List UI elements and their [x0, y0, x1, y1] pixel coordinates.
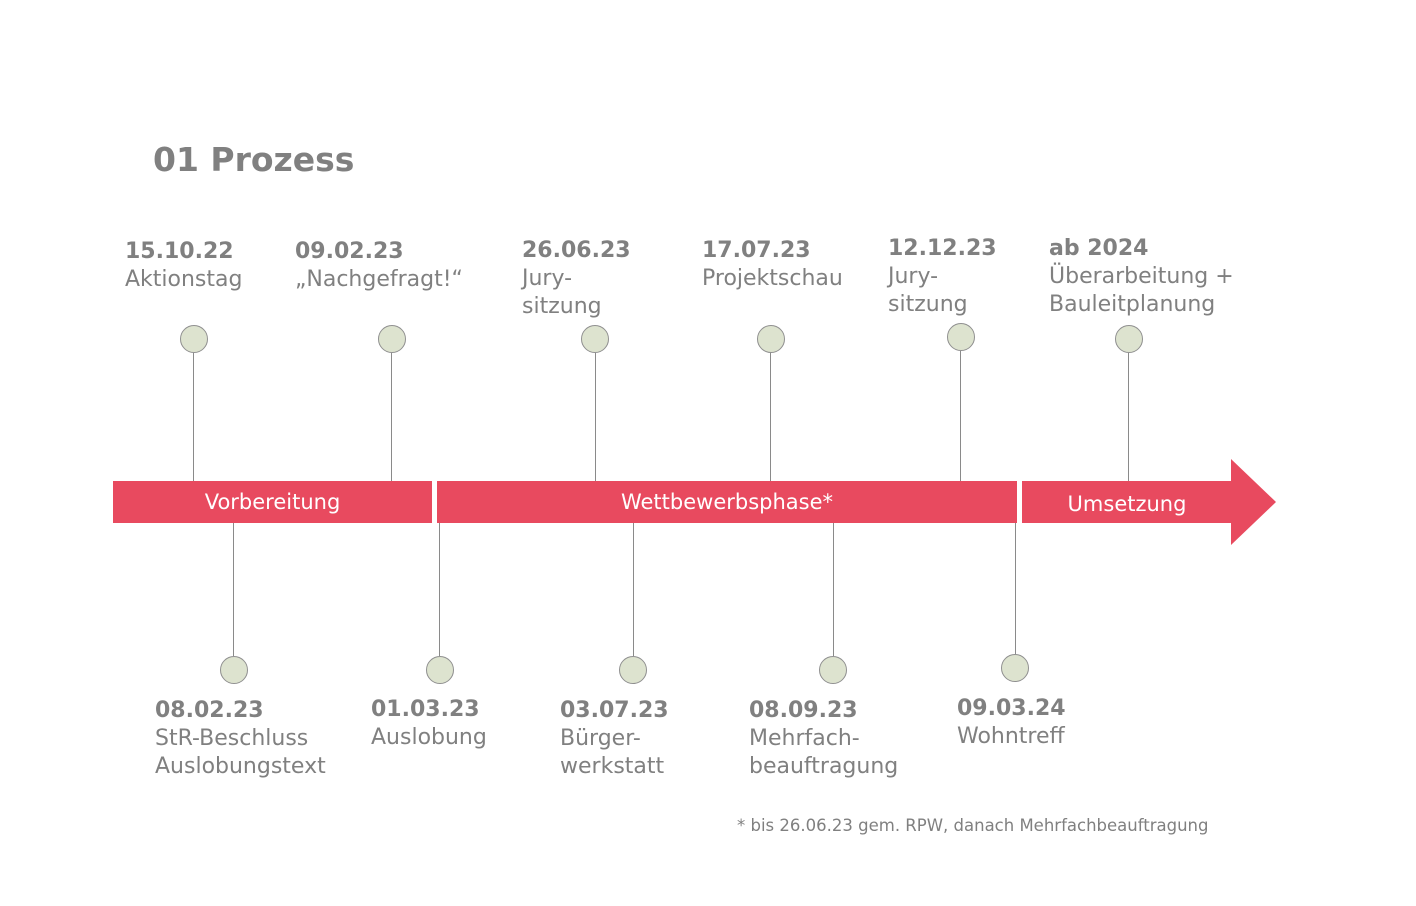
milestone-date: 17.07.23: [702, 238, 811, 263]
milestone-bottom-3: 03.07.23 Bürger- werkstatt: [560, 697, 669, 781]
milestone-text: Jury- sitzung: [888, 264, 968, 317]
milestone-date: 15.10.22: [125, 239, 234, 264]
milestone-dot: [220, 656, 248, 684]
milestone-date: ab 2024: [1049, 236, 1149, 261]
milestone-bottom-5: 09.03.24 Wohntreff: [957, 695, 1066, 751]
milestone-text: Auslobung: [371, 725, 487, 750]
milestone-stem: [595, 353, 596, 481]
milestone-dot: [757, 325, 785, 353]
phase-umsetzung: Umsetzung: [1022, 481, 1232, 523]
milestone-dot: [378, 325, 406, 353]
milestone-text: StR-Beschluss Auslobungstext: [155, 726, 326, 779]
milestone-text: Bürger- werkstatt: [560, 726, 665, 779]
milestone-date: 03.07.23: [560, 698, 669, 723]
milestone-text: Mehrfach- beauftragung: [749, 726, 899, 779]
milestone-dot: [947, 323, 975, 351]
milestone-stem: [193, 353, 194, 481]
milestone-dot: [1115, 325, 1143, 353]
milestone-top-1: 15.10.22 Aktionstag: [125, 238, 242, 294]
milestone-text: Wohntreff: [957, 724, 1065, 749]
milestone-top-3: 26.06.23 Jury- sitzung: [522, 237, 631, 321]
milestone-date: 09.02.23: [295, 239, 404, 264]
milestone-dot: [180, 325, 208, 353]
milestone-date: 08.02.23: [155, 698, 264, 723]
milestone-text: Überarbeitung + Bauleitplanung: [1049, 264, 1234, 317]
phase-wettbewerbsphase: Wettbewerbsphase*: [437, 481, 1017, 523]
milestone-text: Projektschau: [702, 266, 843, 291]
milestone-text: Jury- sitzung: [522, 266, 602, 319]
milestone-dot: [819, 656, 847, 684]
page-title: 01 Prozess: [153, 140, 355, 179]
milestone-stem: [770, 353, 771, 481]
milestone-text: Aktionstag: [125, 267, 243, 292]
milestone-top-5: 12.12.23 Jury- sitzung: [888, 235, 997, 319]
milestone-date: 26.06.23: [522, 238, 631, 263]
milestone-stem: [960, 351, 961, 481]
milestone-top-4: 17.07.23 Projektschau: [702, 237, 843, 293]
milestone-text: „Nachgefragt!“: [295, 267, 463, 292]
timeline-arrow-head-icon: [1231, 459, 1276, 545]
milestone-stem: [833, 523, 834, 656]
milestone-date: 09.03.24: [957, 696, 1066, 721]
milestone-top-2: 09.02.23 „Nachgefragt!“: [295, 238, 463, 294]
milestone-dot: [619, 656, 647, 684]
milestone-stem: [633, 523, 634, 656]
milestone-stem: [439, 523, 440, 656]
phase-vorbereitung: Vorbereitung: [113, 481, 432, 523]
milestone-dot: [1001, 654, 1029, 682]
milestone-date: 08.09.23: [749, 698, 858, 723]
milestone-stem: [1015, 523, 1016, 654]
milestone-stem: [1128, 353, 1129, 481]
milestone-stem: [391, 353, 392, 481]
milestone-top-6: ab 2024 Überarbeitung + Bauleitplanung: [1049, 235, 1234, 319]
milestone-dot: [581, 325, 609, 353]
milestone-bottom-2: 01.03.23 Auslobung: [371, 696, 487, 752]
milestone-stem: [233, 523, 234, 656]
milestone-bottom-1: 08.02.23 StR-Beschluss Auslobungstext: [155, 697, 326, 781]
milestone-bottom-4: 08.09.23 Mehrfach- beauftragung: [749, 697, 898, 781]
footnote: * bis 26.06.23 gem. RPW, danach Mehrfach…: [737, 816, 1209, 835]
milestone-dot: [426, 656, 454, 684]
milestone-date: 12.12.23: [888, 236, 997, 261]
milestone-date: 01.03.23: [371, 697, 480, 722]
